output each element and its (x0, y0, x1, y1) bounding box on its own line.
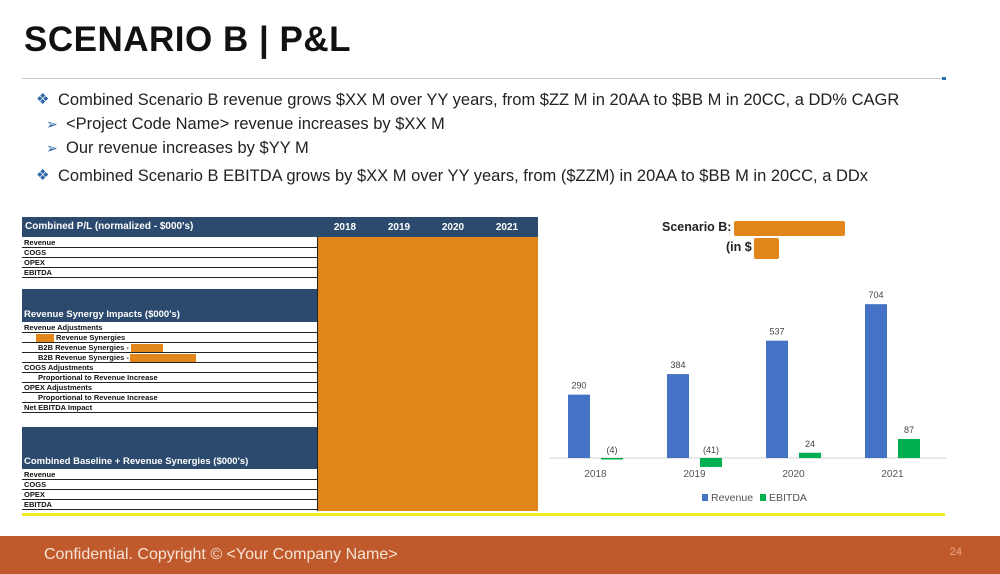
pl-table: Combined P/L (normalized - $000's) 2018 … (22, 217, 538, 511)
revenue-data-label: 384 (670, 360, 685, 370)
diamond-bullet-icon: ❖ (36, 91, 50, 108)
ebitda-data-label: (4) (607, 445, 618, 455)
redacted-values-block (318, 237, 538, 511)
redaction-mark (754, 238, 779, 259)
table-row: COGS (22, 480, 318, 490)
ebitda-data-label: 87 (904, 425, 914, 435)
table-row: OPEX (22, 490, 318, 500)
table-header-title: Combined P/L (normalized - $000's) (25, 221, 194, 232)
table-row: EBITDA (22, 268, 318, 278)
revenue-legend-swatch (702, 494, 708, 501)
divider-accent (942, 77, 946, 80)
sub-bullet-our-revenue: ➢ Our revenue increases by $YY M (40, 136, 936, 160)
table-row: Revenue (22, 238, 318, 248)
table-row: EBITDA (22, 500, 318, 510)
revenue-data-label: 537 (769, 327, 784, 337)
table-row: COGS (22, 248, 318, 258)
row-label: Revenue Synergies (56, 333, 126, 342)
table-row: OPEX Adjustments (22, 383, 318, 393)
x-tick-label: 2020 (782, 469, 805, 480)
scenario-chart: Scenario B: (in $ 290 (4) 2018 384 (41) 2019 5… (548, 214, 948, 514)
ebitda-data-label: (41) (703, 445, 719, 455)
table-row: Revenue Adjustments (22, 323, 318, 333)
redaction-mark (734, 221, 845, 236)
footer-bar: Confidential. Copyright © <Your Company … (0, 536, 1000, 574)
diamond-bullet-icon: ❖ (36, 167, 50, 184)
section-title: Revenue Synergy Impacts ($000's) (24, 309, 180, 320)
table-row: Proportional to Revenue Increase (22, 373, 318, 383)
year-header: 2019 (387, 222, 411, 233)
redaction-mark (36, 334, 54, 342)
chart-subtitle: (in $ (726, 240, 752, 254)
revenue-data-label: 290 (571, 381, 586, 391)
table-header: Combined P/L (normalized - $000's) (22, 217, 538, 237)
table-row: B2B Revenue Synergies - (22, 353, 318, 363)
bottom-accent-line (22, 513, 945, 516)
chart-title: Scenario B: (662, 220, 732, 234)
bullet-text: Combined Scenario B revenue grows $XX M … (58, 91, 900, 109)
revenue-bar (766, 340, 788, 458)
bullet-ebitda: ❖ Combined Scenario B EBITDA grows by $X… (36, 164, 936, 188)
ebitda-bar (601, 458, 623, 460)
sub-bullet-project: ➢ <Project Code Name> revenue increases … (40, 112, 936, 136)
bullet-list: ❖ Combined Scenario B revenue grows $XX … (36, 88, 936, 188)
page-number: 24 (949, 546, 962, 558)
revenue-data-label: 704 (868, 290, 883, 300)
revenue-bar (568, 394, 590, 458)
revenue-legend-label: Revenue (711, 492, 753, 504)
row-label: B2B Revenue Synergies - (38, 343, 129, 352)
revenue-bar (865, 304, 887, 458)
x-tick-label: 2018 (584, 469, 607, 480)
sub-bullet-text: Our revenue increases by $YY M (66, 139, 309, 157)
table-row: COGS Adjustments (22, 363, 318, 373)
bullet-revenue: ❖ Combined Scenario B revenue grows $XX … (36, 88, 936, 112)
ebitda-legend-swatch (760, 494, 766, 501)
section-header-bg (22, 427, 318, 469)
arrow-bullet-icon: ➢ (46, 116, 58, 132)
ebitda-bar (799, 452, 821, 458)
sub-bullet-text: <Project Code Name> revenue increases by… (66, 115, 445, 133)
ebitda-legend-label: EBITDA (769, 492, 807, 504)
section-header-bg (22, 289, 318, 322)
year-header: 2020 (441, 222, 465, 233)
ebitda-bar (898, 438, 920, 458)
ebitda-data-label: 24 (805, 439, 815, 449)
revenue-bar (667, 374, 689, 458)
redaction-mark (129, 354, 196, 362)
title-divider (22, 78, 945, 79)
table-row: Net EBITDA Impact (22, 403, 318, 413)
x-tick-label: 2019 (683, 469, 706, 480)
x-tick-label: 2021 (881, 469, 904, 480)
footer-text: Confidential. Copyright © <Your Company … (44, 546, 398, 563)
table-row: B2B Revenue Synergies - (22, 343, 318, 353)
bullet-text: Combined Scenario B EBITDA grows by $XX … (58, 167, 869, 185)
table-row: Revenue Synergies (22, 333, 318, 343)
year-header: 2021 (495, 222, 519, 233)
table-row: Proportional to Revenue Increase (22, 393, 318, 403)
section-title: Combined Baseline + Revenue Synergies ($… (24, 456, 249, 467)
table-row: Revenue (22, 470, 318, 480)
table-column-divider (317, 237, 318, 511)
slide-title: SCENARIO B | P&L (24, 20, 351, 59)
redaction-mark (130, 344, 163, 352)
row-label: B2B Revenue Synergies - (38, 353, 129, 362)
ebitda-bar (700, 458, 722, 467)
bar-chart: 290 (4) 2018 384 (41) 2019 537 24 2020 704 87 2021 R… (550, 290, 946, 504)
table-row: OPEX (22, 258, 318, 268)
arrow-bullet-icon: ➢ (46, 140, 58, 156)
year-header: 2018 (333, 222, 357, 233)
